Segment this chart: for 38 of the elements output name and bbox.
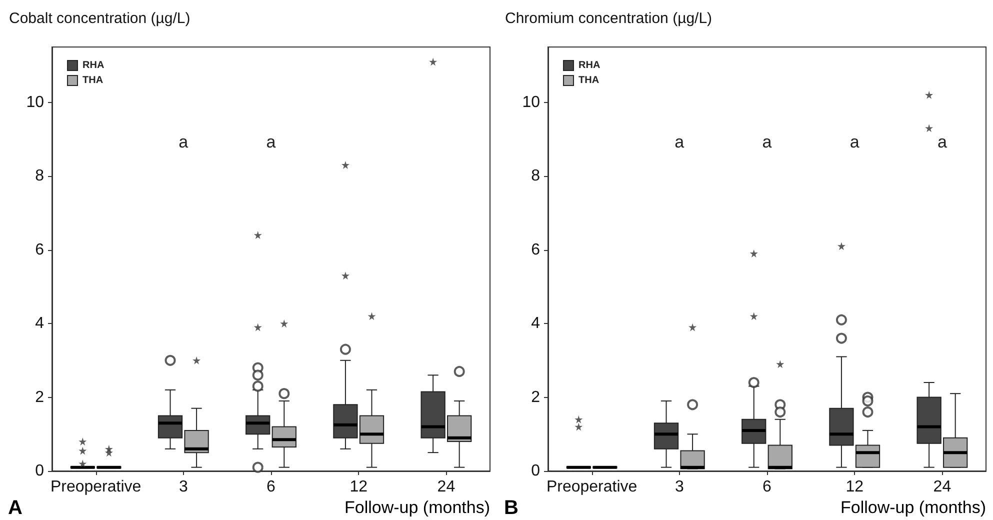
annotation: a (937, 132, 948, 152)
legend-label: RHA (82, 60, 104, 71)
y-tick-label: 8 (35, 168, 44, 185)
y-tick-label: 2 (531, 388, 540, 406)
x-axis-title: Follow-up (months) (344, 498, 490, 517)
annotation: a (266, 132, 276, 152)
legend-label: RHA (578, 60, 600, 71)
y-tick-label: 4 (35, 315, 44, 332)
x-tick-label: 6 (762, 478, 772, 496)
y-tick-label: 4 (531, 315, 540, 332)
x-tick-label: 6 (266, 478, 276, 496)
annotation: a (178, 132, 189, 152)
legend-label: THA (578, 75, 600, 86)
x-tick-label: 12 (846, 478, 864, 496)
annotation: a (674, 132, 685, 152)
chart-title: Cobalt concentration (µg/L) (9, 10, 190, 27)
y-tick-label: 0 (35, 462, 44, 480)
y-tick-label: 10 (522, 94, 540, 111)
x-tick-label: Preoperative (546, 478, 638, 496)
text: A (8, 497, 22, 519)
y-tick-label: 0 (531, 462, 540, 480)
text: B (504, 497, 518, 519)
x-tick-label: Preoperative (50, 478, 142, 496)
y-tick-label: 2 (35, 388, 44, 406)
x-axis-title: Follow-up (months) (840, 498, 986, 517)
x-tick-label: 3 (674, 478, 684, 496)
chart-title: Chromium concentration (µg/L) (505, 10, 712, 27)
y-tick-label: 6 (531, 241, 540, 258)
x-tick-label: 3 (178, 478, 188, 496)
y-tick-label: 10 (26, 94, 44, 111)
x-tick-label: 24 (933, 478, 952, 496)
legend-label: THA (82, 75, 104, 86)
x-tick-label: 12 (350, 478, 368, 496)
annotation: a (850, 132, 860, 152)
y-tick-label: 8 (531, 168, 540, 185)
y-tick-label: 6 (35, 241, 44, 258)
annotation: a (762, 132, 772, 152)
x-tick-label: 24 (437, 478, 456, 496)
